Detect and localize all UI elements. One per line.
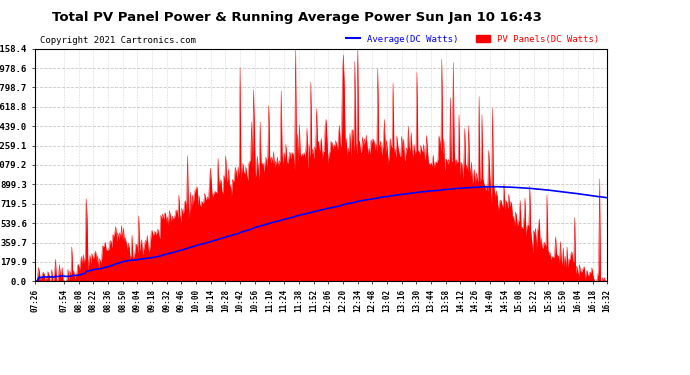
Text: Total PV Panel Power & Running Average Power Sun Jan 10 16:43: Total PV Panel Power & Running Average P… [52, 11, 542, 24]
Legend: Average(DC Watts), PV Panels(DC Watts): Average(DC Watts), PV Panels(DC Watts) [342, 31, 602, 47]
Text: Copyright 2021 Cartronics.com: Copyright 2021 Cartronics.com [40, 36, 196, 45]
